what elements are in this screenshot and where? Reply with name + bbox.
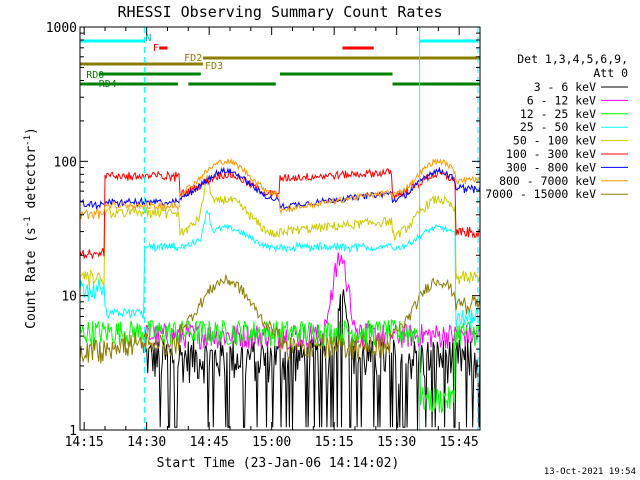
status-label-f: F xyxy=(153,43,159,54)
legend-label-6: 300 - 800 keV xyxy=(506,160,596,174)
x-tick-label: 15:00 xyxy=(252,435,291,450)
chart-title: RHESSI Observing Summary Count Rates xyxy=(117,3,442,21)
legend-label-8: 7000 - 15000 keV xyxy=(485,187,596,201)
y-axis-label: Count Rate (s-1 detector-1) xyxy=(23,127,39,329)
status-label-fd2: FD2 xyxy=(184,53,202,64)
series-line-0 xyxy=(144,289,481,428)
timestamp: 13-Oct-2021 19:54 xyxy=(544,467,636,477)
series-line-7 xyxy=(79,157,481,220)
series-line-4 xyxy=(79,174,481,288)
status-label-rd4: RD4 xyxy=(99,79,117,90)
plot-frame xyxy=(79,26,481,431)
x-tick-label: 15:45 xyxy=(440,435,479,450)
legend-label-1: 6 - 12 keV xyxy=(527,93,596,107)
legend-label-4: 50 - 100 keV xyxy=(513,134,596,148)
series-line-3 xyxy=(79,209,481,329)
plot-series-group xyxy=(79,157,481,428)
y-tick-label: 10 xyxy=(61,290,77,305)
status-label-fd3: FD3 xyxy=(205,61,223,72)
y-tick-label: 100 xyxy=(54,155,77,170)
y-tick-label: 1 xyxy=(69,424,77,439)
series-line-1 xyxy=(144,252,481,351)
x-tick-label: 14:45 xyxy=(190,435,229,450)
legend-label-2: 12 - 25 keV xyxy=(520,107,596,121)
x-axis-label: Start Time (23-Jan-06 14:14:02) xyxy=(157,456,400,471)
status-label-rd0: RD0 xyxy=(86,70,104,81)
legend-label-7: 800 - 7000 keV xyxy=(499,174,596,188)
status-label-n: N xyxy=(145,33,151,44)
x-tick-label: 15:15 xyxy=(315,435,354,450)
legend-label-5: 100 - 300 keV xyxy=(506,147,596,161)
x-tick-label: 14:30 xyxy=(127,435,166,450)
legend-label-3: 25 - 50 keV xyxy=(520,120,596,134)
y-tick-label: 1000 xyxy=(46,21,77,36)
x-tick-label: 14:15 xyxy=(65,435,104,450)
series-line-8 xyxy=(79,274,481,364)
axis-ticks-group: 1 10 100 1000 14:15 14:30 14:45 15:00 15:15 15:30… xyxy=(46,21,480,450)
legend-header-line2: Att 0 xyxy=(593,66,628,80)
legend-label-0: 3 - 6 keV xyxy=(534,80,596,94)
x-tick-label: 15:30 xyxy=(377,435,416,450)
legend-header-line1: Det 1,3,4,5,6,9, xyxy=(517,52,628,66)
